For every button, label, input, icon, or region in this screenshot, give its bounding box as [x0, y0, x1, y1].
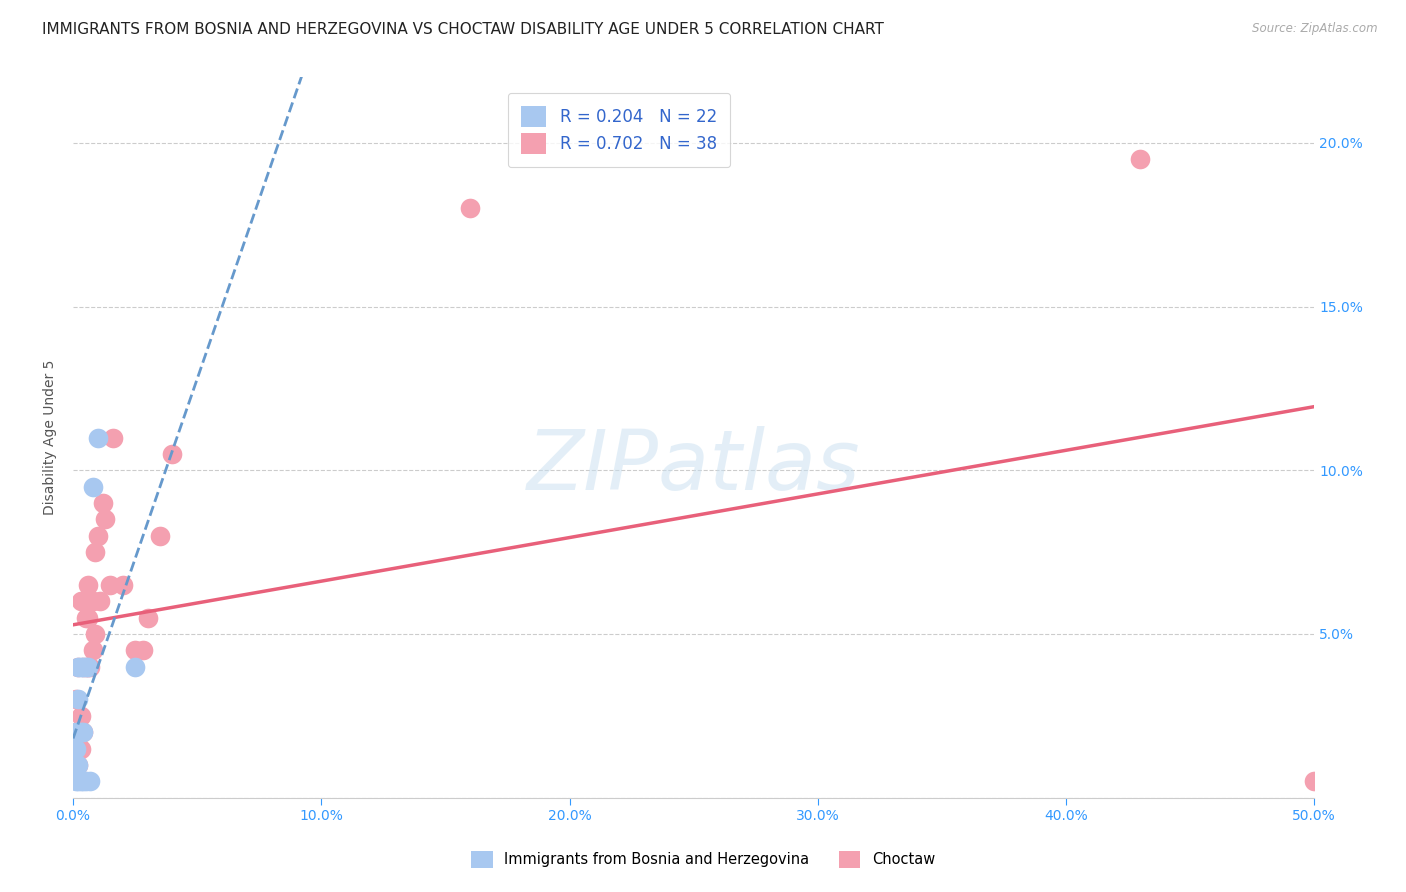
- Point: [77, 659, 100, 673]
- Point: [69, 659, 91, 673]
- Point: [458, 202, 481, 216]
- Point: [124, 643, 146, 657]
- Y-axis label: Disability Age Under 5: Disability Age Under 5: [44, 359, 58, 516]
- Point: [72, 594, 94, 608]
- Point: [162, 447, 184, 461]
- Point: [77, 659, 100, 673]
- Point: [75, 774, 97, 789]
- Point: [84, 627, 107, 641]
- Legend: R = 0.204   N = 22, R = 0.702   N = 38: R = 0.204 N = 22, R = 0.702 N = 38: [508, 93, 730, 167]
- Point: [98, 578, 121, 592]
- Point: [82, 480, 104, 494]
- Text: IMMIGRANTS FROM BOSNIA AND HERZEGOVINA VS CHOCTAW DISABILITY AGE UNDER 5 CORRELA: IMMIGRANTS FROM BOSNIA AND HERZEGOVINA V…: [42, 22, 884, 37]
- Legend: Immigrants from Bosnia and Herzegovina, Choctaw: Immigrants from Bosnia and Herzegovina, …: [464, 844, 942, 876]
- Point: [65, 774, 87, 789]
- Point: [79, 659, 101, 673]
- Point: [67, 659, 90, 673]
- Point: [124, 659, 146, 673]
- Point: [79, 594, 101, 608]
- Point: [131, 643, 153, 657]
- Point: [67, 725, 90, 739]
- Point: [84, 545, 107, 559]
- Point: [94, 512, 117, 526]
- Point: [87, 529, 110, 543]
- Point: [67, 692, 90, 706]
- Point: [65, 741, 87, 756]
- Text: ZIPatlas: ZIPatlas: [527, 425, 860, 507]
- Point: [87, 431, 110, 445]
- Point: [75, 610, 97, 624]
- Point: [77, 578, 100, 592]
- Point: [67, 758, 90, 772]
- Point: [67, 659, 90, 673]
- Point: [101, 431, 124, 445]
- Point: [69, 774, 91, 789]
- Point: [75, 659, 97, 673]
- Point: [72, 659, 94, 673]
- Point: [136, 610, 159, 624]
- Point: [79, 774, 101, 789]
- Point: [67, 725, 90, 739]
- Point: [75, 659, 97, 673]
- Point: [1303, 774, 1326, 789]
- Point: [65, 725, 87, 739]
- Text: Source: ZipAtlas.com: Source: ZipAtlas.com: [1253, 22, 1378, 36]
- Point: [69, 741, 91, 756]
- Point: [65, 692, 87, 706]
- Point: [91, 496, 114, 510]
- Point: [72, 659, 94, 673]
- Point: [69, 594, 91, 608]
- Point: [89, 594, 111, 608]
- Point: [111, 578, 134, 592]
- Point: [72, 725, 94, 739]
- Point: [149, 529, 172, 543]
- Point: [67, 774, 90, 789]
- Point: [65, 725, 87, 739]
- Point: [65, 758, 87, 772]
- Point: [77, 610, 100, 624]
- Point: [82, 643, 104, 657]
- Point: [69, 725, 91, 739]
- Point: [82, 594, 104, 608]
- Point: [69, 708, 91, 723]
- Point: [72, 774, 94, 789]
- Point: [65, 758, 87, 772]
- Point: [67, 758, 90, 772]
- Point: [72, 725, 94, 739]
- Point: [1129, 153, 1152, 167]
